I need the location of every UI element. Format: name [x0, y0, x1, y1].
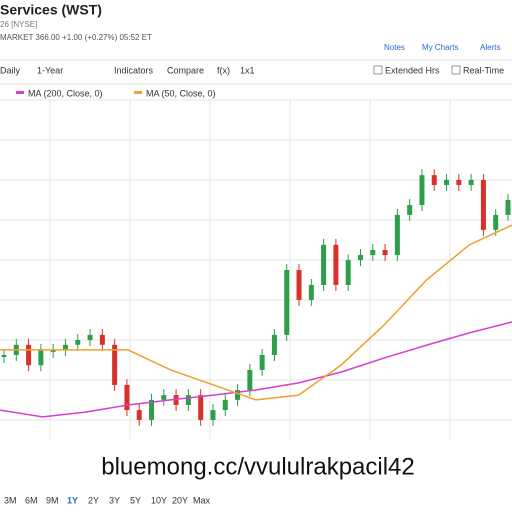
checkbox[interactable] [373, 65, 383, 75]
candle [431, 175, 437, 185]
candle [185, 395, 191, 405]
candle [99, 334, 105, 345]
candle [382, 249, 388, 256]
checkbox[interactable] [451, 65, 461, 75]
range-button[interactable]: 20Y [172, 495, 188, 505]
candle [210, 410, 216, 420]
quote: MARKET 366.00 +1.00 (+0.27%) 05:52 ET [0, 33, 152, 42]
range-button[interactable]: Max [193, 495, 211, 505]
legend-swatch [134, 91, 142, 94]
candle [75, 340, 81, 345]
range-button[interactable]: 2Y [88, 495, 99, 505]
candle [50, 349, 56, 352]
range-button[interactable]: 10Y [151, 495, 167, 505]
legend-label: MA (50, Close, 0) [146, 88, 216, 98]
legend-label: MA (200, Close, 0) [28, 88, 103, 98]
tool[interactable]: 1-Year [37, 65, 63, 75]
candle [149, 399, 155, 420]
moving-average [0, 321, 512, 418]
candle [87, 334, 93, 341]
candle [505, 199, 511, 215]
candle [124, 384, 130, 411]
candle [456, 179, 462, 185]
candle [38, 349, 44, 366]
watermark-bg [20, 448, 496, 484]
candle [345, 260, 351, 285]
candle [308, 284, 314, 300]
candle [493, 214, 499, 230]
candle [321, 244, 327, 285]
candle [222, 399, 228, 411]
candle [173, 395, 179, 405]
legend-swatch [16, 91, 24, 94]
range-button[interactable]: 5Y [130, 495, 141, 505]
title: Services (WST) [0, 2, 102, 18]
range-bar: 3M 6M 9M 1Y 2Y 3Y 5Y 10Y 20Y Max [4, 495, 211, 505]
candle [407, 205, 413, 215]
candle [235, 390, 241, 400]
candle [370, 249, 376, 256]
tool[interactable]: Compare [167, 65, 204, 75]
candle [419, 175, 425, 206]
candle [161, 395, 167, 400]
tool[interactable]: f(x) [217, 65, 230, 75]
candle [333, 244, 339, 285]
toggle[interactable]: Real-Time [463, 65, 504, 75]
candle [1, 355, 7, 357]
candle [480, 179, 486, 230]
toggle[interactable]: Extended Hrs [385, 65, 440, 75]
link[interactable]: Notes [384, 43, 405, 52]
range-button[interactable]: 1Y [67, 495, 78, 505]
watermark: bluemong.cc/vvululrakpacil42 [101, 453, 415, 480]
grid [0, 99, 512, 440]
candle [136, 410, 142, 420]
range-button[interactable]: 3Y [109, 495, 120, 505]
moving-average [0, 224, 512, 401]
exchange: 26 [NYSE] [0, 20, 37, 29]
candle [394, 214, 400, 256]
link[interactable]: My Charts [422, 43, 458, 52]
candle [296, 270, 302, 300]
tool[interactable]: Daily [0, 65, 21, 75]
candle [444, 179, 450, 185]
candle [357, 255, 363, 261]
candle [468, 179, 474, 185]
range-button[interactable]: 9M [46, 495, 59, 505]
candle [247, 369, 253, 391]
candle [62, 344, 68, 350]
candle [284, 270, 290, 335]
candle [26, 344, 32, 366]
candle [198, 395, 204, 420]
candle [259, 355, 265, 370]
candle [112, 344, 118, 385]
plot [0, 169, 512, 426]
range-button[interactable]: 6M [25, 495, 38, 505]
candle [271, 334, 277, 355]
range-button[interactable]: 3M [4, 495, 17, 505]
tool[interactable]: Indicators [114, 65, 154, 75]
tool[interactable]: 1x1 [240, 65, 255, 75]
link[interactable]: Alerts [480, 43, 500, 52]
